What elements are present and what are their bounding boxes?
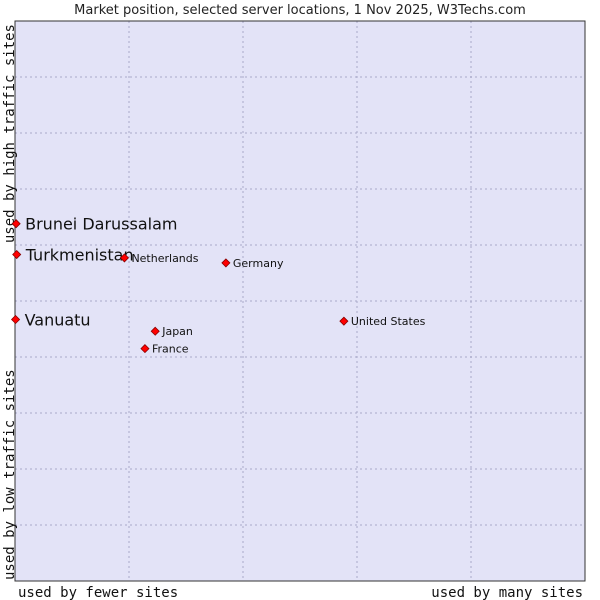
label-vanuatu: Vanuatu	[25, 310, 91, 329]
marker-germany	[221, 258, 231, 268]
grid-lines	[15, 21, 585, 581]
point-netherlands: Netherlands	[119, 252, 199, 265]
point-france: France	[140, 343, 189, 356]
marker-united-states	[339, 316, 349, 326]
y-axis-label-top: used by high traffic sites	[2, 24, 18, 243]
point-japan: Japan	[150, 325, 193, 338]
plot-border	[14, 20, 586, 582]
point-vanuatu: Vanuatu	[11, 310, 91, 329]
y-axis-label-bottom: used by low traffic sites	[2, 369, 18, 580]
point-brunei-darussalam: Brunei Darussalam	[11, 215, 178, 234]
chart-title: Market position, selected server locatio…	[74, 3, 526, 18]
label-japan: Japan	[161, 325, 193, 338]
x-axis-label-right: used by many sites	[431, 585, 583, 600]
label-turkmenistan: Turkmenistan	[25, 246, 134, 265]
point-turkmenistan: Turkmenistan	[12, 246, 134, 265]
point-germany: Germany	[221, 257, 284, 270]
marker-france	[140, 344, 150, 354]
point-united-states: United States	[339, 315, 426, 328]
label-united-states: United States	[351, 315, 426, 328]
label-brunei-darussalam: Brunei Darussalam	[25, 215, 177, 234]
marker-brunei-darussalam	[11, 219, 21, 229]
label-netherlands: Netherlands	[131, 252, 198, 265]
marker-turkmenistan	[12, 249, 22, 260]
marker-japan	[150, 326, 160, 336]
label-germany: Germany	[233, 257, 284, 270]
label-france: France	[152, 343, 189, 356]
marker-netherlands	[119, 253, 130, 263]
x-axis-label-left: used by fewer sites	[18, 585, 178, 600]
marker-vanuatu	[11, 314, 21, 325]
data-points: Brunei Darussalam Turkmenistan Vanuatu Neth…	[11, 215, 426, 356]
